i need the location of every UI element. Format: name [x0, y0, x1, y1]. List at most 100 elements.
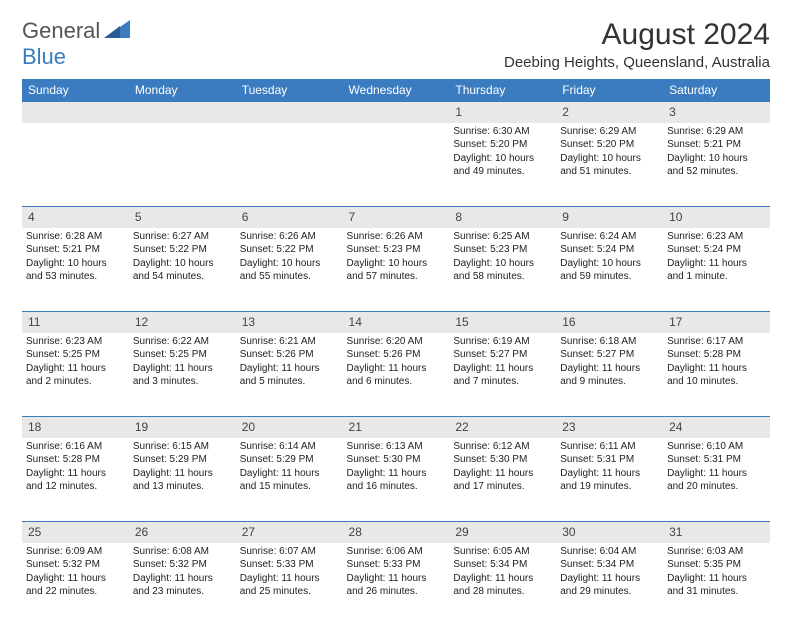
- day-content-row: Sunrise: 6:28 AMSunset: 5:21 PMDaylight:…: [22, 228, 770, 312]
- day-cell: Sunrise: 6:03 AMSunset: 5:35 PMDaylight:…: [663, 543, 770, 627]
- day-daylight1: Daylight: 11 hours: [667, 467, 766, 481]
- day-number: 12: [135, 315, 148, 329]
- day-cell: Sunrise: 6:23 AMSunset: 5:24 PMDaylight:…: [663, 228, 770, 312]
- day-sunrise: Sunrise: 6:03 AM: [667, 545, 766, 559]
- day-number-cell: 9: [556, 207, 663, 228]
- day-daylight1: Daylight: 11 hours: [133, 467, 232, 481]
- day-number-cell: 10: [663, 207, 770, 228]
- day-number: 18: [28, 420, 41, 434]
- day-cell: Sunrise: 6:24 AMSunset: 5:24 PMDaylight:…: [556, 228, 663, 312]
- day-number: 25: [28, 525, 41, 539]
- day-daylight2: and 1 minute.: [667, 270, 766, 284]
- day-sunrise: Sunrise: 6:18 AM: [560, 335, 659, 349]
- day-number: 16: [562, 315, 575, 329]
- day-daylight1: Daylight: 11 hours: [347, 467, 446, 481]
- day-cell-content: Sunrise: 6:23 AMSunset: 5:24 PMDaylight:…: [667, 230, 766, 284]
- day-number-cell: [129, 102, 236, 123]
- day-daylight1: Daylight: 11 hours: [26, 572, 125, 586]
- day-sunset: Sunset: 5:31 PM: [667, 453, 766, 467]
- day-number: 22: [455, 420, 468, 434]
- day-number: 17: [669, 315, 682, 329]
- day-sunset: Sunset: 5:32 PM: [26, 558, 125, 572]
- day-sunrise: Sunrise: 6:29 AM: [560, 125, 659, 139]
- day-cell-content: Sunrise: 6:19 AMSunset: 5:27 PMDaylight:…: [453, 335, 552, 389]
- day-cell-content: Sunrise: 6:29 AMSunset: 5:20 PMDaylight:…: [560, 125, 659, 179]
- day-sunset: Sunset: 5:30 PM: [347, 453, 446, 467]
- day-number-cell: 24: [663, 417, 770, 438]
- day-cell-content: Sunrise: 6:23 AMSunset: 5:25 PMDaylight:…: [26, 335, 125, 389]
- day-sunrise: Sunrise: 6:28 AM: [26, 230, 125, 244]
- day-daylight2: and 28 minutes.: [453, 585, 552, 599]
- day-daylight1: Daylight: 10 hours: [133, 257, 232, 271]
- day-number-row: 18192021222324: [22, 417, 770, 438]
- day-daylight2: and 58 minutes.: [453, 270, 552, 284]
- day-number-cell: 17: [663, 312, 770, 333]
- day-sunset: Sunset: 5:28 PM: [26, 453, 125, 467]
- day-daylight2: and 15 minutes.: [240, 480, 339, 494]
- weekday-header: Sunday: [22, 79, 129, 102]
- day-daylight1: Daylight: 11 hours: [667, 257, 766, 271]
- day-sunset: Sunset: 5:23 PM: [347, 243, 446, 257]
- day-cell-content: Sunrise: 6:09 AMSunset: 5:32 PMDaylight:…: [26, 545, 125, 599]
- day-sunset: Sunset: 5:22 PM: [133, 243, 232, 257]
- logo-text-blue: Blue: [22, 44, 66, 69]
- day-cell: Sunrise: 6:11 AMSunset: 5:31 PMDaylight:…: [556, 438, 663, 522]
- day-number-cell: [22, 102, 129, 123]
- day-daylight1: Daylight: 11 hours: [240, 572, 339, 586]
- day-daylight2: and 26 minutes.: [347, 585, 446, 599]
- day-cell: Sunrise: 6:29 AMSunset: 5:20 PMDaylight:…: [556, 123, 663, 207]
- day-cell: Sunrise: 6:15 AMSunset: 5:29 PMDaylight:…: [129, 438, 236, 522]
- day-sunset: Sunset: 5:21 PM: [667, 138, 766, 152]
- day-number: 19: [135, 420, 148, 434]
- day-sunset: Sunset: 5:29 PM: [133, 453, 232, 467]
- day-cell-content: Sunrise: 6:13 AMSunset: 5:30 PMDaylight:…: [347, 440, 446, 494]
- day-number-row: 123: [22, 102, 770, 123]
- day-cell-content: Sunrise: 6:10 AMSunset: 5:31 PMDaylight:…: [667, 440, 766, 494]
- day-cell: Sunrise: 6:28 AMSunset: 5:21 PMDaylight:…: [22, 228, 129, 312]
- day-daylight1: Daylight: 10 hours: [560, 152, 659, 166]
- logo-text-general: General: [22, 18, 100, 44]
- day-daylight2: and 20 minutes.: [667, 480, 766, 494]
- day-number-cell: 28: [343, 522, 450, 543]
- day-cell: [343, 123, 450, 207]
- month-title: August 2024: [504, 18, 770, 52]
- day-number-cell: 20: [236, 417, 343, 438]
- logo: General: [22, 18, 134, 44]
- day-cell: Sunrise: 6:17 AMSunset: 5:28 PMDaylight:…: [663, 333, 770, 417]
- day-daylight1: Daylight: 11 hours: [453, 467, 552, 481]
- weekday-header: Friday: [556, 79, 663, 102]
- day-cell: Sunrise: 6:19 AMSunset: 5:27 PMDaylight:…: [449, 333, 556, 417]
- day-number-cell: 12: [129, 312, 236, 333]
- day-sunset: Sunset: 5:24 PM: [667, 243, 766, 257]
- day-daylight1: Daylight: 11 hours: [453, 572, 552, 586]
- header: General August 2024 Deebing Heights, Que…: [22, 18, 770, 71]
- day-daylight2: and 13 minutes.: [133, 480, 232, 494]
- day-cell-content: Sunrise: 6:20 AMSunset: 5:26 PMDaylight:…: [347, 335, 446, 389]
- weekday-header: Saturday: [663, 79, 770, 102]
- day-number-cell: 11: [22, 312, 129, 333]
- day-number-cell: 5: [129, 207, 236, 228]
- day-cell-content: Sunrise: 6:17 AMSunset: 5:28 PMDaylight:…: [667, 335, 766, 389]
- day-sunset: Sunset: 5:23 PM: [453, 243, 552, 257]
- day-daylight2: and 16 minutes.: [347, 480, 446, 494]
- day-number: 31: [669, 525, 682, 539]
- day-sunset: Sunset: 5:24 PM: [560, 243, 659, 257]
- day-sunrise: Sunrise: 6:20 AM: [347, 335, 446, 349]
- day-daylight2: and 55 minutes.: [240, 270, 339, 284]
- day-sunset: Sunset: 5:29 PM: [240, 453, 339, 467]
- day-cell-content: Sunrise: 6:07 AMSunset: 5:33 PMDaylight:…: [240, 545, 339, 599]
- day-cell-content: Sunrise: 6:11 AMSunset: 5:31 PMDaylight:…: [560, 440, 659, 494]
- day-cell-content: Sunrise: 6:25 AMSunset: 5:23 PMDaylight:…: [453, 230, 552, 284]
- day-daylight2: and 6 minutes.: [347, 375, 446, 389]
- day-number: 24: [669, 420, 682, 434]
- day-cell-content: Sunrise: 6:16 AMSunset: 5:28 PMDaylight:…: [26, 440, 125, 494]
- day-number: 23: [562, 420, 575, 434]
- day-sunset: Sunset: 5:26 PM: [347, 348, 446, 362]
- day-cell: Sunrise: 6:14 AMSunset: 5:29 PMDaylight:…: [236, 438, 343, 522]
- day-cell-content: Sunrise: 6:06 AMSunset: 5:33 PMDaylight:…: [347, 545, 446, 599]
- day-sunrise: Sunrise: 6:26 AM: [347, 230, 446, 244]
- day-number: 4: [28, 210, 35, 224]
- day-number-cell: 27: [236, 522, 343, 543]
- day-daylight1: Daylight: 11 hours: [133, 362, 232, 376]
- day-sunrise: Sunrise: 6:26 AM: [240, 230, 339, 244]
